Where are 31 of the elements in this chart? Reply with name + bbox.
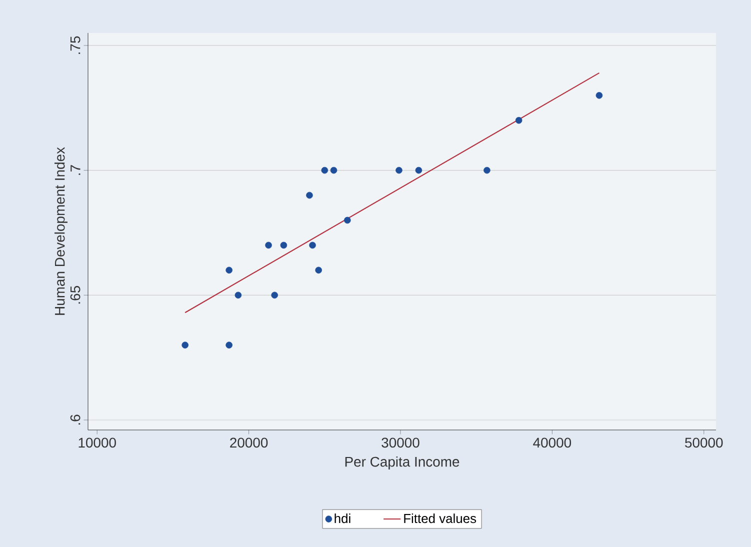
point [182, 342, 188, 348]
point [484, 166, 490, 174]
point [226, 342, 232, 348]
y-axis-title: Human Development Index [54, 147, 68, 315]
x-tick-label: 30000 [382, 438, 420, 448]
x-axis-title: Per Capita Income [345, 456, 460, 470]
y-tick-label: .6 [70, 414, 80, 425]
point [396, 166, 402, 174]
point [315, 266, 322, 274]
point [596, 92, 603, 99]
x-tick-label: 10000 [78, 438, 116, 448]
x-tick-label: 40000 [533, 438, 572, 448]
point [271, 292, 278, 299]
point [515, 116, 522, 124]
y-tick-label: .7 [70, 165, 80, 175]
x-tick-label: 20000 [230, 438, 268, 448]
point [415, 166, 422, 174]
point [321, 166, 328, 174]
legend-label: hdi [334, 514, 350, 524]
point [265, 242, 272, 249]
point [344, 216, 351, 224]
point [330, 166, 338, 174]
legend-label: Fitted values [404, 514, 476, 524]
point [234, 292, 242, 299]
point [306, 192, 313, 199]
point [226, 266, 232, 274]
point [309, 242, 316, 249]
y-tick-label: .65 [70, 286, 80, 304]
point [280, 242, 288, 249]
x-tick-label: 50000 [685, 438, 723, 448]
y-tick-label: .75 [70, 36, 80, 54]
